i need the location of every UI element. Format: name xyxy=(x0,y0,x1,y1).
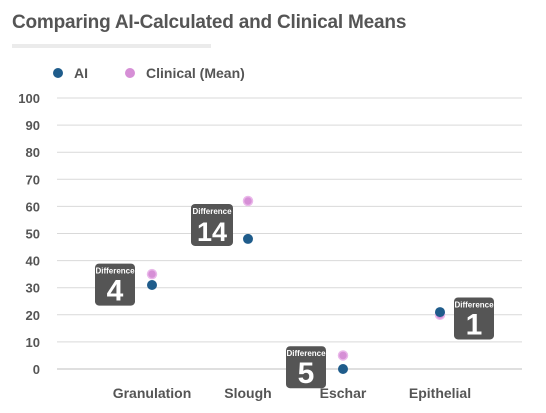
y-tick-label-70: 70 xyxy=(26,172,40,187)
y-tick-label-10: 10 xyxy=(26,335,40,350)
y-tick-label-60: 60 xyxy=(26,199,40,214)
clinical-point-granulation xyxy=(146,268,158,280)
difference-badge-box xyxy=(286,346,326,389)
legend-marker-ai xyxy=(53,68,63,78)
ai-point-eschar xyxy=(338,364,348,374)
difference-badge-box xyxy=(191,203,233,246)
difference-badge-caption: Difference xyxy=(95,267,135,276)
difference-badge-value: 1 xyxy=(466,308,483,341)
data-points xyxy=(146,195,446,374)
y-tick-label-30: 30 xyxy=(26,281,40,296)
difference-annotations: Difference4Difference14Difference5Differ… xyxy=(95,203,494,390)
ai-point-granulation xyxy=(147,279,157,290)
difference-badge-value: 14 xyxy=(197,217,227,247)
difference-badge-box xyxy=(454,297,494,340)
legend-label-ai: AI xyxy=(74,65,88,81)
legend: AI Clinical (Mean) xyxy=(53,65,245,81)
x-tick-label-granulation: Granulation xyxy=(113,385,192,401)
chart-title: Comparing AI-Calculated and Clinical Mea… xyxy=(12,12,407,33)
difference-badge-value: 5 xyxy=(298,357,315,390)
clinical-point-slough xyxy=(242,195,254,207)
y-tick-label-80: 80 xyxy=(26,145,40,160)
difference-badge-value: 4 xyxy=(107,275,124,308)
x-tick-label-eschar: Eschar xyxy=(320,385,367,401)
y-axis: 0 10 20 30 40 50 60 70 80 90 100 xyxy=(18,91,40,377)
y-tick-label-50: 50 xyxy=(26,227,40,242)
y-tick-label-100: 100 xyxy=(18,91,40,106)
title-underline xyxy=(12,44,211,48)
y-tick-label-0: 0 xyxy=(33,362,40,377)
ai-point-slough xyxy=(243,233,253,244)
clinical-point-eschar xyxy=(337,350,349,361)
difference-badge-caption: Difference xyxy=(286,349,326,358)
legend-label-clinical: Clinical (Mean) xyxy=(146,65,245,81)
difference-badge-box xyxy=(95,263,135,306)
y-tick-label-40: 40 xyxy=(26,254,40,269)
difference-badge-caption: Difference xyxy=(192,207,232,216)
ai-point-epithelial xyxy=(435,307,445,318)
difference-badge-caption: Difference xyxy=(454,300,494,309)
y-tick-label-90: 90 xyxy=(26,118,40,133)
gridlines xyxy=(57,97,522,370)
legend-marker-clinical xyxy=(125,68,135,78)
x-tick-label-epithelial: Epithelial xyxy=(409,385,471,401)
y-tick-label-20: 20 xyxy=(26,308,40,323)
x-axis: Granulation Slough Eschar Epithelial xyxy=(113,385,471,401)
x-tick-label-slough: Slough xyxy=(224,385,271,401)
